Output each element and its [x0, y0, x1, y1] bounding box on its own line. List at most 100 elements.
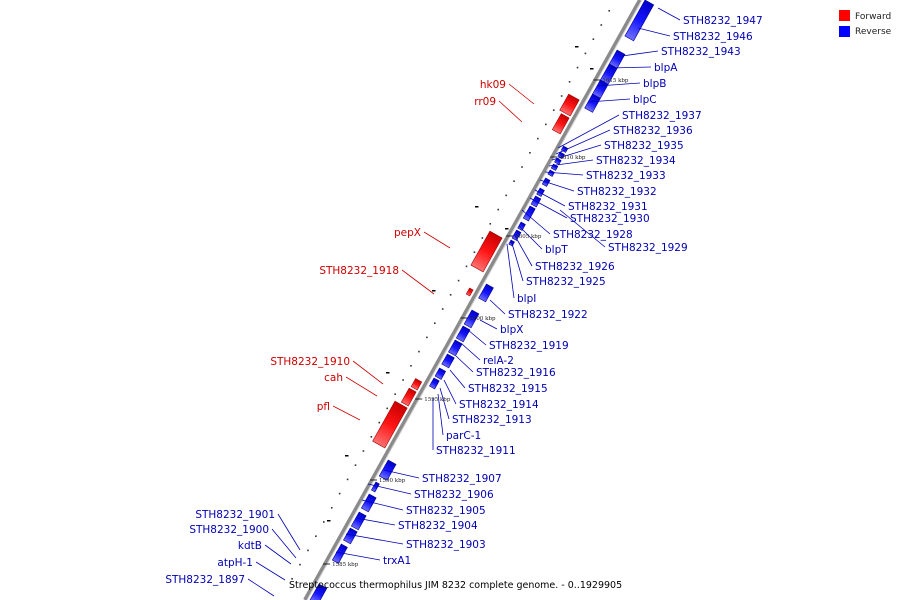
- track-dot: [315, 535, 317, 537]
- gene-blpC: [584, 93, 601, 113]
- rev-5-leader: [587, 98, 631, 103]
- rev-27-leader: [439, 387, 450, 420]
- track-dot: [465, 265, 468, 268]
- leader-lines: [247, 7, 681, 597]
- rev-28-label: parC-1: [446, 430, 481, 442]
- track-dot: [354, 464, 357, 466]
- gene-STH8232_1947: [624, 0, 655, 42]
- rev-14-label: STH8232_1928: [553, 229, 633, 241]
- rev-16-label: STH8232_1929: [608, 242, 688, 254]
- gene-STH8232_1916: [441, 353, 455, 369]
- rev-31-label: STH8232_1906: [414, 489, 494, 501]
- rev-1-leader: [637, 27, 671, 37]
- rev-2-label: STH8232_1943: [661, 46, 741, 58]
- legend-forward-label: Forward: [855, 12, 891, 22]
- track-dash: [386, 372, 390, 374]
- rev-17-label: STH8232_1926: [535, 261, 615, 273]
- rev-23-label: relA-2: [483, 355, 514, 367]
- left-rev-4-leader: [247, 578, 275, 597]
- track-dot: [473, 251, 476, 253]
- legend: Forward Reverse: [839, 10, 892, 37]
- STH8232_1918-leader: [401, 269, 435, 295]
- gene-pfl: [372, 400, 408, 449]
- rev-6-leader: [557, 114, 620, 149]
- gene-STH8232_1919: [455, 325, 471, 343]
- left-rev-0-label: STH8232_1901: [195, 509, 275, 521]
- left-rev-0-leader: [277, 513, 301, 551]
- rev-29-label: STH8232_1911: [436, 445, 516, 457]
- track-dot: [441, 308, 444, 310]
- rr09-leader: [498, 100, 523, 123]
- left-rev-2-label: kdtB: [238, 540, 262, 552]
- hk09-label: hk09: [480, 79, 506, 91]
- rev-21-leader: [479, 319, 498, 330]
- rev-32-label: STH8232_1905: [406, 505, 486, 517]
- tick-label: 1610 kbp: [559, 155, 586, 161]
- rev-30-label: STH8232_1907: [422, 473, 502, 485]
- gene-STH8232_1906: [371, 481, 380, 493]
- rev-27-label: STH8232_1913: [452, 414, 532, 426]
- pfl-label: pfl: [317, 401, 330, 413]
- tick-label: 1600 kbp: [469, 316, 496, 322]
- gene-STH8232_1922: [478, 283, 494, 303]
- rev-0-leader: [657, 7, 681, 21]
- rev-3-label: blpA: [654, 62, 678, 74]
- cah-leader: [345, 376, 378, 397]
- track-dot: [552, 109, 555, 111]
- rev-34-leader: [345, 533, 404, 545]
- rev-10-label: STH8232_1933: [586, 170, 666, 182]
- rev-15-label: blpT: [545, 244, 568, 256]
- gene-relA-2: [448, 339, 463, 357]
- rev-3-leader: [609, 66, 652, 69]
- rev-1-label: STH8232_1946: [673, 31, 753, 43]
- left-rev-3-leader: [255, 561, 286, 581]
- STH8232_1918-label: STH8232_1918: [319, 265, 399, 277]
- rev-8-leader: [551, 144, 602, 161]
- track-dot: [481, 237, 484, 239]
- track-dot: [378, 421, 381, 424]
- rev-11-label: STH8232_1932: [577, 186, 657, 198]
- left-rev-1-leader: [271, 528, 297, 559]
- tick-label: 1595 kbp: [424, 397, 451, 403]
- track-dot: [410, 365, 412, 367]
- rev-32-leader: [361, 499, 404, 511]
- rev-33-leader: [355, 517, 396, 526]
- tick-label: 1605 kbp: [515, 234, 542, 240]
- pepX-leader: [423, 231, 451, 249]
- track-dot: [338, 492, 341, 495]
- rev-13-label: STH8232_1930: [570, 213, 650, 225]
- track-dot: [370, 436, 373, 438]
- rev-2-leader: [621, 50, 659, 57]
- rev-31-leader: [367, 483, 412, 495]
- track-dot: [418, 350, 420, 353]
- rev-18-label: STH8232_1925: [526, 276, 606, 288]
- rr09-label: rr09: [474, 96, 496, 108]
- rev-11-leader: [539, 179, 575, 192]
- gene-STH8232_1897: [309, 583, 328, 600]
- tick-label: 1585 kbp: [332, 562, 359, 568]
- track-dot: [433, 322, 436, 324]
- gene-pepX: [470, 230, 503, 273]
- rev-30-leader: [383, 469, 420, 479]
- track-dot: [449, 294, 452, 296]
- cah-label: cah: [324, 372, 343, 384]
- rev-12-label: STH8232_1931: [568, 201, 648, 213]
- gene-STH8232_1914: [429, 377, 440, 390]
- rev-21-label: blpX: [500, 324, 523, 336]
- gene-STH8232_1926: [517, 221, 526, 231]
- rev-19-label: blpI: [517, 293, 536, 305]
- rev-33-label: STH8232_1904: [398, 520, 478, 532]
- track-dot: [592, 38, 595, 40]
- track-dot: [568, 81, 571, 83]
- legend-reverse-swatch: [839, 26, 850, 37]
- rev-7-leader: [555, 129, 611, 155]
- track-dash: [590, 68, 594, 70]
- track-dot: [330, 507, 333, 509]
- track-dot: [576, 66, 579, 69]
- track-dot: [402, 379, 404, 381]
- hk09-leader: [508, 83, 535, 105]
- gene-STH8232_1935: [554, 157, 562, 165]
- rev-9-leader: [548, 159, 594, 167]
